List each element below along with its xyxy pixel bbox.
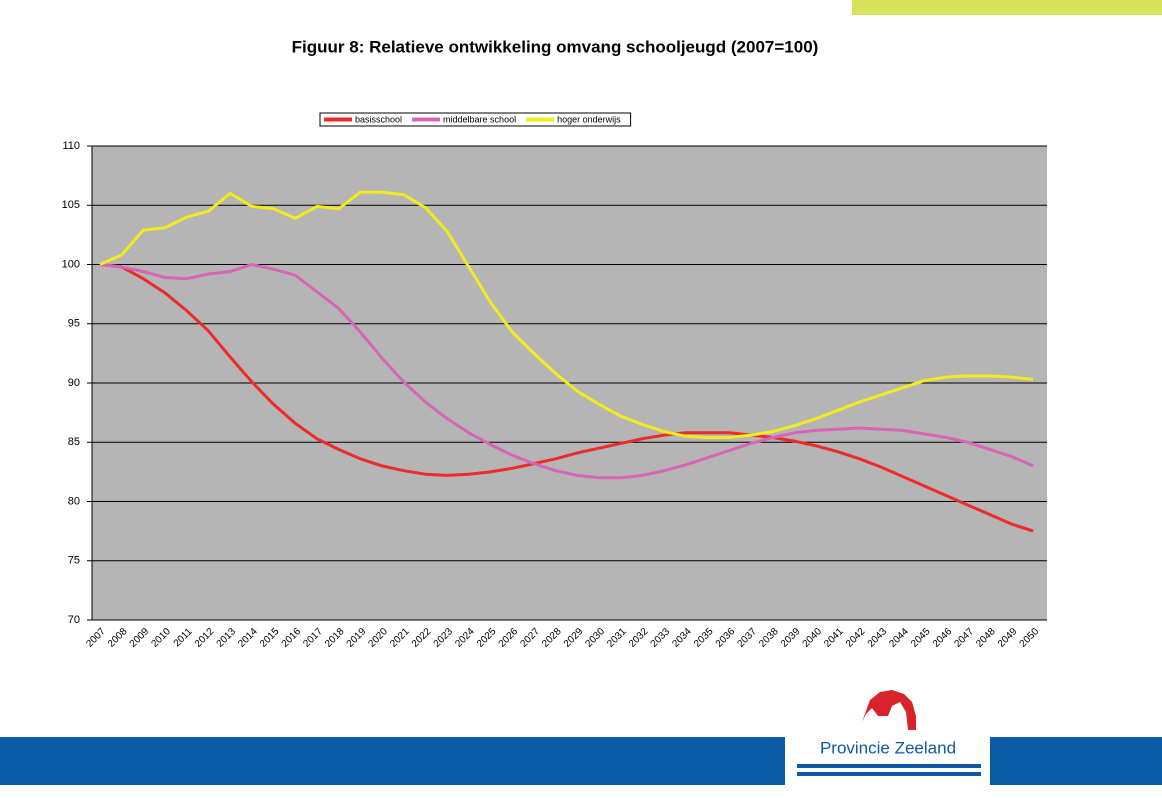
y-tick-label: 110 (62, 140, 80, 152)
series-line (99, 190, 1034, 439)
x-tick-label: 2027 (518, 626, 542, 650)
x-tick-label: 2024 (453, 626, 477, 650)
x-tick-label: 2011 (172, 626, 195, 649)
footer-band (0, 737, 785, 785)
accent-strip (852, 0, 1162, 15)
footer-band (990, 737, 1162, 785)
x-tick-label: 2038 (757, 626, 781, 650)
y-tick-label: 80 (68, 495, 80, 507)
legend-box (319, 112, 632, 127)
x-tick-label: 2042 (844, 626, 868, 650)
y-tick-label: 95 (68, 318, 80, 330)
x-tick-label: 2013 (215, 626, 239, 650)
x-tick-label: 2019 (345, 626, 369, 650)
y-tick-label: 105 (62, 199, 80, 211)
y-tick-label: 100 (62, 258, 80, 270)
legend-label: basisschool (355, 114, 402, 124)
x-tick-label: 2047 (953, 626, 977, 650)
x-tick-label: 2017 (301, 626, 325, 650)
x-tick-label: 2033 (649, 626, 673, 650)
logo-lion (862, 690, 916, 730)
x-tick-label: 2021 (388, 626, 412, 650)
x-tick-label: 2029 (562, 626, 586, 650)
x-tick-label: 2020 (366, 626, 390, 650)
logo-rule (797, 772, 981, 776)
x-tick-label: 2010 (149, 626, 173, 650)
x-tick-label: 2025 (475, 626, 499, 650)
x-tick-label: 2043 (866, 626, 890, 650)
y-tick-label: 75 (68, 555, 80, 567)
x-tick-label: 2046 (931, 626, 955, 650)
chart-title: Figuur 8: Relatieve ontwikkeling omvang … (292, 37, 819, 56)
legend-label: hoger onderwijs (557, 114, 621, 124)
x-tick-label: 2007 (84, 626, 108, 650)
x-tick-label: 2009 (128, 626, 152, 650)
x-tick-label: 2022 (410, 626, 434, 650)
x-tick-label: 2039 (779, 626, 803, 650)
y-tick-label: 85 (68, 436, 80, 448)
x-tick-label: 2014 (236, 626, 260, 650)
x-tick-label: 2008 (106, 626, 130, 650)
x-tick-label: 2049 (996, 626, 1020, 650)
legend-label: middelbare school (443, 114, 516, 124)
x-tick-label: 2028 (540, 626, 564, 650)
x-tick-label: 2026 (497, 626, 521, 650)
x-tick-label: 2016 (280, 626, 304, 650)
x-tick-label: 2023 (432, 626, 456, 650)
legend: basisschool middelbare school hoger onderw… (319, 112, 632, 127)
x-tick-label: 2032 (627, 626, 651, 650)
x-tick-label: 2015 (258, 626, 282, 650)
logo: Provincie Zeeland (797, 690, 981, 776)
series-line (99, 263, 1034, 480)
x-tick-label: 2041 (822, 626, 846, 650)
x-tick-label: 2044 (887, 626, 911, 650)
x-tick-label: 2030 (584, 626, 608, 650)
x-tick-label: 2048 (974, 626, 998, 650)
x-tick-label: 2045 (909, 626, 933, 650)
x-tick-label: 2036 (714, 626, 738, 650)
series-line (99, 263, 1034, 533)
logo-rule (797, 764, 981, 768)
x-tick-label: 2012 (193, 626, 217, 650)
x-tick-label: 2050 (1018, 626, 1042, 650)
x-tick-label: 2035 (692, 626, 716, 650)
logo-text: Provincie Zeeland (820, 738, 956, 757)
y-tick-label: 90 (68, 377, 80, 389)
x-tick-label: 2031 (605, 626, 629, 650)
x-tick-label: 2034 (670, 626, 694, 650)
x-tick-label: 2018 (323, 626, 347, 650)
y-tick-label: 70 (68, 614, 80, 626)
x-tick-label: 2037 (735, 626, 759, 650)
x-tick-label: 2040 (801, 626, 825, 650)
